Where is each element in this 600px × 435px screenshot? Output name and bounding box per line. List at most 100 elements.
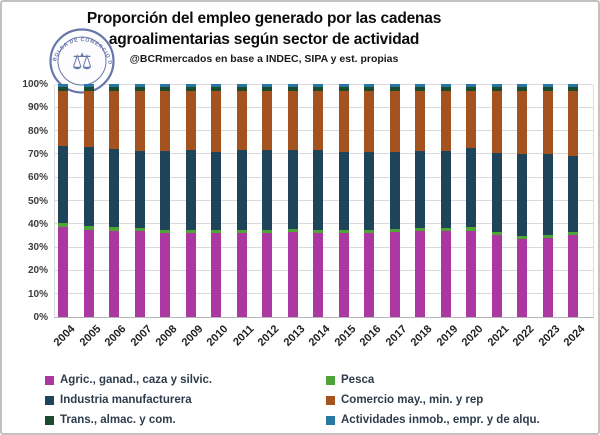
bar-segment	[568, 91, 578, 157]
gridline-80	[55, 130, 593, 132]
legend-swatch-industria-icon	[45, 395, 54, 405]
gridline-90	[55, 106, 593, 108]
bar-segment	[517, 154, 527, 236]
bar-segment	[109, 91, 119, 150]
bar-segment	[313, 229, 323, 233]
bar-segment	[109, 149, 119, 228]
bar-segment	[542, 87, 553, 92]
bar-segment	[415, 91, 425, 152]
bar-segment	[415, 151, 425, 229]
bar-segment	[109, 87, 119, 92]
bar-segment	[517, 84, 527, 88]
chart-title-line1: Proporción del empleo generado por las c…	[86, 10, 442, 27]
chart-subtitle: @BCRmercados en base a INDEC, SIPA y est…	[129, 53, 399, 65]
bar-segment	[58, 91, 68, 146]
legend-item: Pesca	[326, 370, 540, 390]
bar-segment	[58, 227, 68, 317]
bar-segment	[287, 91, 298, 151]
y-tick-label-100: 100%	[22, 79, 48, 90]
legend-label: Comercio may., min. y rep	[341, 394, 484, 406]
bar-2023	[542, 84, 553, 317]
bar-segment	[364, 229, 374, 233]
bar-segment	[262, 87, 272, 92]
bar-segment	[415, 228, 425, 231]
bar-segment	[134, 84, 145, 88]
y-tick-label-50: 50%	[27, 195, 48, 207]
bar-segment	[466, 147, 476, 228]
bar-segment	[58, 145, 68, 223]
bar-2004	[58, 84, 68, 317]
bar-segment	[389, 87, 400, 92]
bar-segment	[287, 87, 298, 92]
legend-swatch-actividades-icon	[326, 415, 335, 425]
bar-segment	[211, 233, 221, 317]
bar-segment	[160, 232, 170, 317]
bar-segment	[338, 91, 349, 152]
bar-segment	[389, 84, 400, 88]
bar-segment	[236, 229, 247, 233]
bar-segment	[236, 91, 247, 151]
bar-segment	[236, 87, 247, 92]
bar-segment	[287, 231, 298, 317]
bar-segment	[262, 150, 272, 230]
bar-segment	[440, 91, 451, 151]
bar-segment	[236, 232, 247, 317]
bar-segment	[542, 154, 553, 235]
bar-2014	[313, 84, 323, 317]
bar-segment	[440, 150, 451, 229]
bar-segment	[262, 91, 272, 151]
bar-segment	[517, 235, 527, 240]
legend-label: Agric., ganad., caza y silvic.	[60, 374, 213, 386]
y-tick-label-80: 80%	[27, 125, 48, 137]
bar-segment	[287, 84, 298, 88]
bar-segment	[262, 232, 272, 317]
legend-column-right: Pesca Comercio may., min. y rep Activida…	[326, 370, 540, 430]
bar-segment	[389, 228, 400, 232]
bar-segment	[211, 230, 221, 234]
bar-segment	[58, 84, 68, 88]
bcr-seal-logo: BOLSA DE COMERCIO DE ROSARIO ⚖	[48, 27, 115, 94]
bar-segment	[236, 150, 247, 230]
bar-segment	[160, 229, 170, 233]
bar-2005	[83, 84, 94, 317]
legend-label: Actividades inmob., empr. y de alqu.	[341, 414, 540, 426]
bar-segment	[491, 235, 502, 317]
y-tick-label-70: 70%	[27, 148, 48, 160]
gridline-70	[55, 153, 593, 155]
legend-item: Comercio may., min. y rep	[326, 390, 540, 410]
bar-segment	[83, 229, 94, 317]
bar-segment	[568, 231, 578, 236]
bar-segment	[185, 91, 196, 151]
gridline-50	[55, 200, 593, 201]
legend-label: Industria manufacturera	[60, 394, 192, 406]
gridline-60	[55, 176, 593, 178]
bar-segment	[185, 84, 196, 88]
bar-segment	[160, 87, 170, 92]
bar-segment	[338, 151, 349, 230]
legend-swatch-comercio-icon	[326, 395, 335, 405]
bar-2024	[568, 84, 578, 317]
bar-segment	[211, 87, 221, 92]
bar-2007	[134, 84, 145, 317]
bar-segment	[134, 87, 145, 92]
scales-icon: ⚖	[72, 48, 93, 74]
bar-segment	[109, 227, 119, 231]
legend-swatch-agric-icon	[45, 375, 54, 385]
bar-segment	[542, 234, 553, 239]
bar-segment	[313, 84, 323, 88]
legend-label: Pesca	[341, 374, 375, 386]
bar-segment	[568, 84, 578, 88]
bar-segment	[160, 84, 170, 88]
chart-title-line2: agroalimentarias según sector de activid…	[108, 31, 420, 48]
bar-segment	[440, 87, 451, 92]
bar-2011	[236, 84, 247, 317]
stacked-bars	[55, 84, 593, 317]
bar-segment	[160, 91, 170, 151]
bar-segment	[58, 87, 68, 92]
bar-segment	[313, 87, 323, 92]
bar-segment	[160, 150, 170, 230]
bar-2020	[466, 84, 476, 317]
bar-segment	[134, 91, 145, 151]
bar-2016	[364, 84, 374, 317]
bar-segment	[415, 230, 425, 317]
